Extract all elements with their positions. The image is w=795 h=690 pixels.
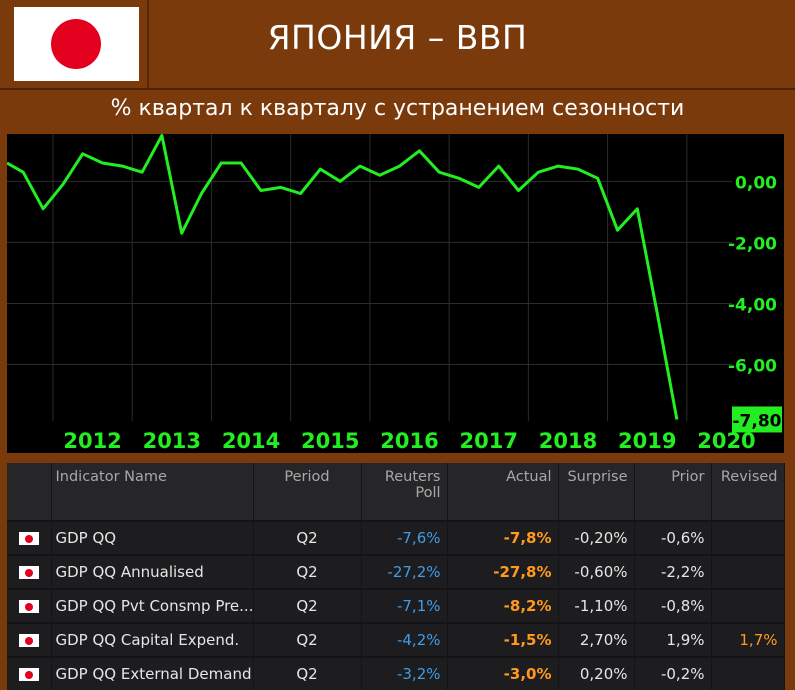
cell-prior: -0,2% <box>634 656 712 690</box>
japan-flag-icon <box>14 7 139 81</box>
japan-flag-icon <box>18 634 39 647</box>
header-poll-line2: Poll <box>415 485 441 501</box>
header: ЯПОНИЯ – ВВП <box>0 0 795 88</box>
header-indicator-name[interactable]: Indicator Name <box>51 463 254 521</box>
cell-revised <box>711 588 785 623</box>
cell-prior: -0,6% <box>634 520 712 555</box>
cell-reuters-poll: -4,2% <box>361 622 448 657</box>
cell-indicator-name: GDP QQ Pvt Consmp Pre... <box>51 588 254 623</box>
x-tick-label: 2014 <box>222 429 280 453</box>
indicator-table: Indicator Name Period Reuters Poll Actual… <box>7 463 785 690</box>
cell-actual: -27,8% <box>447 554 559 589</box>
cell-indicator-name: GDP QQ External Demand <box>51 656 254 690</box>
x-tick-label: 2013 <box>143 429 201 453</box>
x-tick-label: 2012 <box>63 429 121 453</box>
table-row[interactable]: GDP QQ External Demand Q2 -3,2% -3,0% 0,… <box>7 656 785 690</box>
x-tick-label: 2017 <box>460 429 518 453</box>
chart-subtitle: % квартал к кварталу с устранением сезон… <box>110 96 685 121</box>
row-flag <box>7 588 52 623</box>
header-reuters-poll[interactable]: Reuters Poll <box>361 463 448 521</box>
header-poll-line1: Reuters <box>384 469 441 485</box>
cell-reuters-poll: -3,2% <box>361 656 448 690</box>
cell-actual: -8,2% <box>447 588 559 623</box>
y-tick-label: 0,00 <box>735 173 777 193</box>
cell-period: Q2 <box>253 554 362 589</box>
x-tick-label: 2015 <box>301 429 359 453</box>
cell-revised <box>711 520 785 555</box>
table-row[interactable]: GDP QQ Capital Expend. Q2 -4,2% -1,5% 2,… <box>7 622 785 657</box>
cell-indicator-name: GDP QQ Annualised <box>51 554 254 589</box>
cell-revised <box>711 656 785 690</box>
x-tick-label: 2019 <box>618 429 676 453</box>
series-line <box>7 134 679 420</box>
header-actual[interactable]: Actual <box>447 463 559 521</box>
indicator-table-grid: Indicator Name Period Reuters Poll Actual… <box>7 463 785 690</box>
header-revised[interactable]: Revised <box>711 463 785 521</box>
header-prior[interactable]: Prior <box>634 463 712 521</box>
y-tick-label: -6,00 <box>728 357 777 377</box>
cell-period: Q2 <box>253 656 362 690</box>
cell-period: Q2 <box>253 520 362 555</box>
x-tick-label: 2020 <box>697 429 755 453</box>
japan-flag-icon <box>18 566 39 579</box>
cell-reuters-poll: -27,2% <box>361 554 448 589</box>
flag-disc <box>51 19 101 69</box>
header-surprise[interactable]: Surprise <box>558 463 635 521</box>
row-flag <box>7 520 52 555</box>
header-period[interactable]: Period <box>253 463 362 521</box>
header-separator <box>0 88 795 90</box>
japan-flag-icon <box>18 600 39 613</box>
y-tick-label: -4,00 <box>728 295 777 315</box>
y-tick-label: -2,00 <box>728 234 777 254</box>
cell-revised: 1,7% <box>711 622 785 657</box>
cell-surprise: -0,60% <box>558 554 635 589</box>
cell-actual: -3,0% <box>447 656 559 690</box>
cell-period: Q2 <box>253 622 362 657</box>
table-header-row: Indicator Name Period Reuters Poll Actual… <box>7 463 785 521</box>
cell-period: Q2 <box>253 588 362 623</box>
cell-reuters-poll: -7,6% <box>361 520 448 555</box>
row-flag <box>7 622 52 657</box>
cell-prior: -2,2% <box>634 554 712 589</box>
header-divider <box>147 0 149 88</box>
header-flag <box>7 463 52 521</box>
cell-prior: -0,8% <box>634 588 712 623</box>
row-flag <box>7 554 52 589</box>
cell-indicator-name: GDP QQ <box>51 520 254 555</box>
x-tick-label: 2018 <box>539 429 597 453</box>
cell-actual: -1,5% <box>447 622 559 657</box>
cell-revised <box>711 554 785 589</box>
japan-flag-icon <box>18 668 39 681</box>
cell-surprise: 0,20% <box>558 656 635 690</box>
gdp-line-chart: 0,00 -2,00 -4,00 -6,00 2012 2013 2014 2015 2016 2… <box>7 134 784 453</box>
last-value-label: -7,80 <box>733 411 782 431</box>
table-row[interactable]: GDP QQ Annualised Q2 -27,2% -27,8% -0,60… <box>7 554 785 589</box>
row-flag <box>7 656 52 690</box>
cell-indicator-name: GDP QQ Capital Expend. <box>51 622 254 657</box>
table-row[interactable]: GDP QQ Q2 -7,6% -7,8% -0,20% -0,6% <box>7 520 785 555</box>
cell-reuters-poll: -7,1% <box>361 588 448 623</box>
japan-flag-icon <box>18 532 39 545</box>
page-title: ЯПОНИЯ – ВВП <box>267 18 528 57</box>
x-tick-label: 2016 <box>380 429 438 453</box>
chart-canvas: 0,00 -2,00 -4,00 -6,00 2012 2013 2014 2015 2016 2… <box>7 134 782 453</box>
cell-actual: -7,8% <box>447 520 559 555</box>
last-value-badge <box>732 406 782 433</box>
cell-surprise: 2,70% <box>558 622 635 657</box>
cell-surprise: -1,10% <box>558 588 635 623</box>
table-row[interactable]: GDP QQ Pvt Consmp Pre... Q2 -7,1% -8,2% … <box>7 588 785 623</box>
cell-surprise: -0,20% <box>558 520 635 555</box>
cell-prior: 1,9% <box>634 622 712 657</box>
